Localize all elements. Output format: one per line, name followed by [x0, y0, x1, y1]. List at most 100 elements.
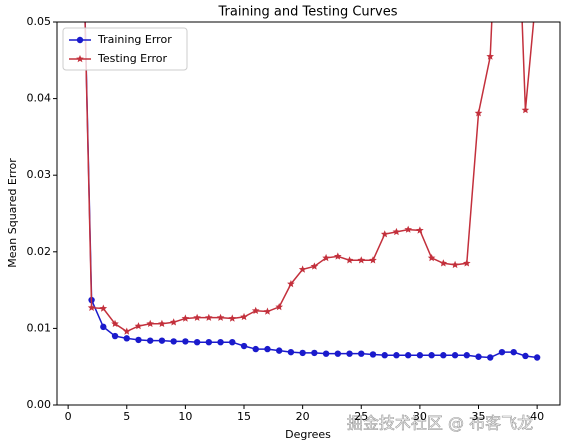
star-marker [134, 322, 143, 330]
star-marker [345, 256, 354, 264]
star-marker [474, 109, 483, 117]
x-tick-label: 10 [178, 410, 192, 423]
chart-title: Training and Testing Curves [218, 5, 398, 20]
star-marker [463, 259, 471, 267]
circle-marker [311, 349, 318, 357]
star-marker [193, 313, 201, 321]
circle-marker [264, 345, 271, 353]
star-marker [169, 318, 178, 326]
star-marker [439, 259, 448, 267]
x-tick-label: 40 [530, 410, 544, 423]
circle-marker [217, 338, 224, 346]
y-tick-label: 0.05 [27, 15, 52, 28]
circle-marker [322, 350, 330, 357]
series-line [84, 22, 535, 333]
star-marker [486, 52, 494, 60]
circle-marker [205, 338, 213, 346]
circle-marker [522, 352, 529, 360]
circle-marker [440, 352, 447, 359]
star-marker [111, 319, 119, 327]
y-axis-label: Mean Squared Error [6, 158, 19, 268]
circle-marker [100, 323, 107, 331]
x-axis-label: Degrees [285, 428, 331, 441]
legend-box [62, 27, 188, 71]
circle-marker [147, 337, 154, 344]
circle-marker [240, 342, 248, 350]
star-marker [380, 230, 389, 238]
circle-marker [346, 350, 353, 357]
star-marker [87, 303, 96, 311]
circle-marker [275, 347, 283, 354]
star-marker [310, 262, 319, 270]
x-tick-label: 5 [123, 410, 130, 423]
star-marker [123, 327, 131, 335]
star-marker [181, 314, 190, 322]
circle-marker [229, 338, 236, 346]
circle-marker [428, 352, 435, 359]
star-marker [298, 265, 307, 273]
circle-marker [287, 348, 295, 356]
x-tick-label: 35 [472, 410, 486, 423]
star-marker [240, 312, 248, 321]
star-marker [451, 260, 459, 269]
circle-marker [170, 338, 177, 345]
star-marker [275, 303, 283, 311]
circle-marker [358, 350, 365, 357]
legend-label: Testing Error [97, 52, 167, 65]
circle-marker [334, 350, 342, 357]
star-marker [263, 307, 272, 315]
circle-marker [369, 351, 377, 358]
circle-marker [463, 352, 470, 359]
plot-area [84, 22, 541, 361]
star-marker [216, 313, 225, 321]
star-marker [322, 253, 330, 262]
circle-marker [252, 345, 259, 353]
y-tick-label: 0.01 [27, 321, 52, 334]
circle-marker [404, 352, 412, 359]
circle-marker [182, 338, 189, 345]
circle-marker [451, 352, 459, 359]
star-marker [158, 319, 166, 327]
star-marker [287, 280, 295, 288]
watermark: 掘金技术社区 @ 布客飞龙 [347, 414, 533, 433]
star-marker [334, 252, 342, 260]
circle-marker [487, 354, 494, 361]
circle-marker [498, 348, 506, 356]
star-marker [99, 304, 108, 312]
circle-marker [393, 352, 400, 359]
x-tick-label: 25 [354, 410, 368, 423]
legend-label: Training Error [97, 33, 172, 46]
star-marker [392, 227, 401, 236]
circle-marker [381, 352, 388, 359]
circle-marker [135, 336, 142, 344]
star-marker [427, 253, 436, 262]
plot-frame [56, 21, 561, 406]
star-marker [404, 225, 412, 233]
y-tick-label: 0.00 [27, 398, 52, 411]
star-marker [205, 313, 213, 321]
legend-marker [76, 36, 84, 44]
x-tick-label: 15 [237, 410, 251, 423]
star-marker [251, 306, 260, 314]
star-marker [146, 319, 154, 327]
star-marker [369, 256, 377, 264]
circle-marker [158, 337, 166, 344]
x-tick-label: 30 [413, 410, 427, 423]
circle-marker [123, 335, 130, 342]
series-line [84, 22, 538, 359]
legend-marker [76, 55, 84, 63]
circle-marker [299, 349, 306, 357]
star-marker [521, 106, 530, 114]
circle-marker [416, 352, 424, 359]
star-marker [228, 314, 237, 322]
circle-marker [510, 348, 517, 356]
x-tick-label: 20 [296, 410, 310, 423]
y-tick-label: 0.04 [27, 92, 52, 105]
circle-marker [193, 338, 201, 346]
x-tick-label: 0 [65, 410, 72, 423]
y-tick-label: 0.03 [27, 168, 52, 181]
y-tick-label: 0.02 [27, 245, 52, 258]
circle-marker [111, 332, 119, 340]
circle-marker [533, 354, 541, 361]
